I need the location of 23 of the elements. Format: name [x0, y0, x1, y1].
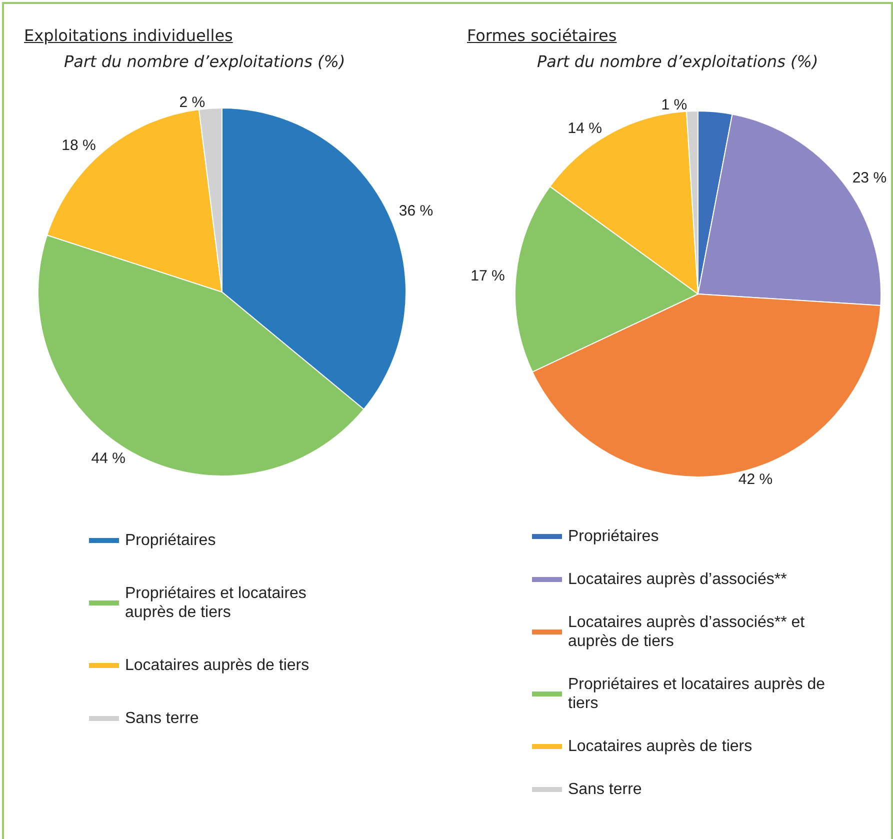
legend-label: Propriétaires [568, 528, 659, 545]
data-label: 23 % [852, 170, 887, 187]
chart-title: Exploitations individuelles [24, 26, 233, 45]
legend-label: Propriétaires [125, 532, 216, 549]
legend-label: Locataires auprès d’associés** [568, 571, 787, 588]
legend-label: Propriétaires et locataires auprès de tiers [568, 676, 830, 712]
legend-label: Propriétaires et locataires auprès de tiers [125, 585, 311, 621]
legend-label: Sans terre [125, 710, 199, 727]
data-label: 2 % [179, 94, 206, 111]
data-label: 36 % [398, 202, 434, 220]
legend-label: Sans terre [568, 781, 642, 798]
data-label: 17 % [470, 268, 505, 285]
chart-subtitle: Part du nombre d’exploitations (%) [64, 52, 346, 71]
data-label: 14 % [568, 120, 602, 137]
chart-subtitle: Part du nombre d’exploitations (%) [537, 52, 818, 71]
data-label: 44 % [91, 450, 126, 467]
data-label: 1 % [661, 96, 688, 114]
legend-label: Locataires auprès de tiers [125, 657, 310, 674]
data-label: 42 % [738, 471, 773, 488]
legend-label: Locataires auprès d’associés** et auprès de tiers [568, 614, 810, 650]
data-label: 18 % [62, 137, 96, 154]
legend-label: Locataires auprès de tiers [568, 738, 752, 755]
chart-title: Formes sociétaires [467, 26, 617, 45]
